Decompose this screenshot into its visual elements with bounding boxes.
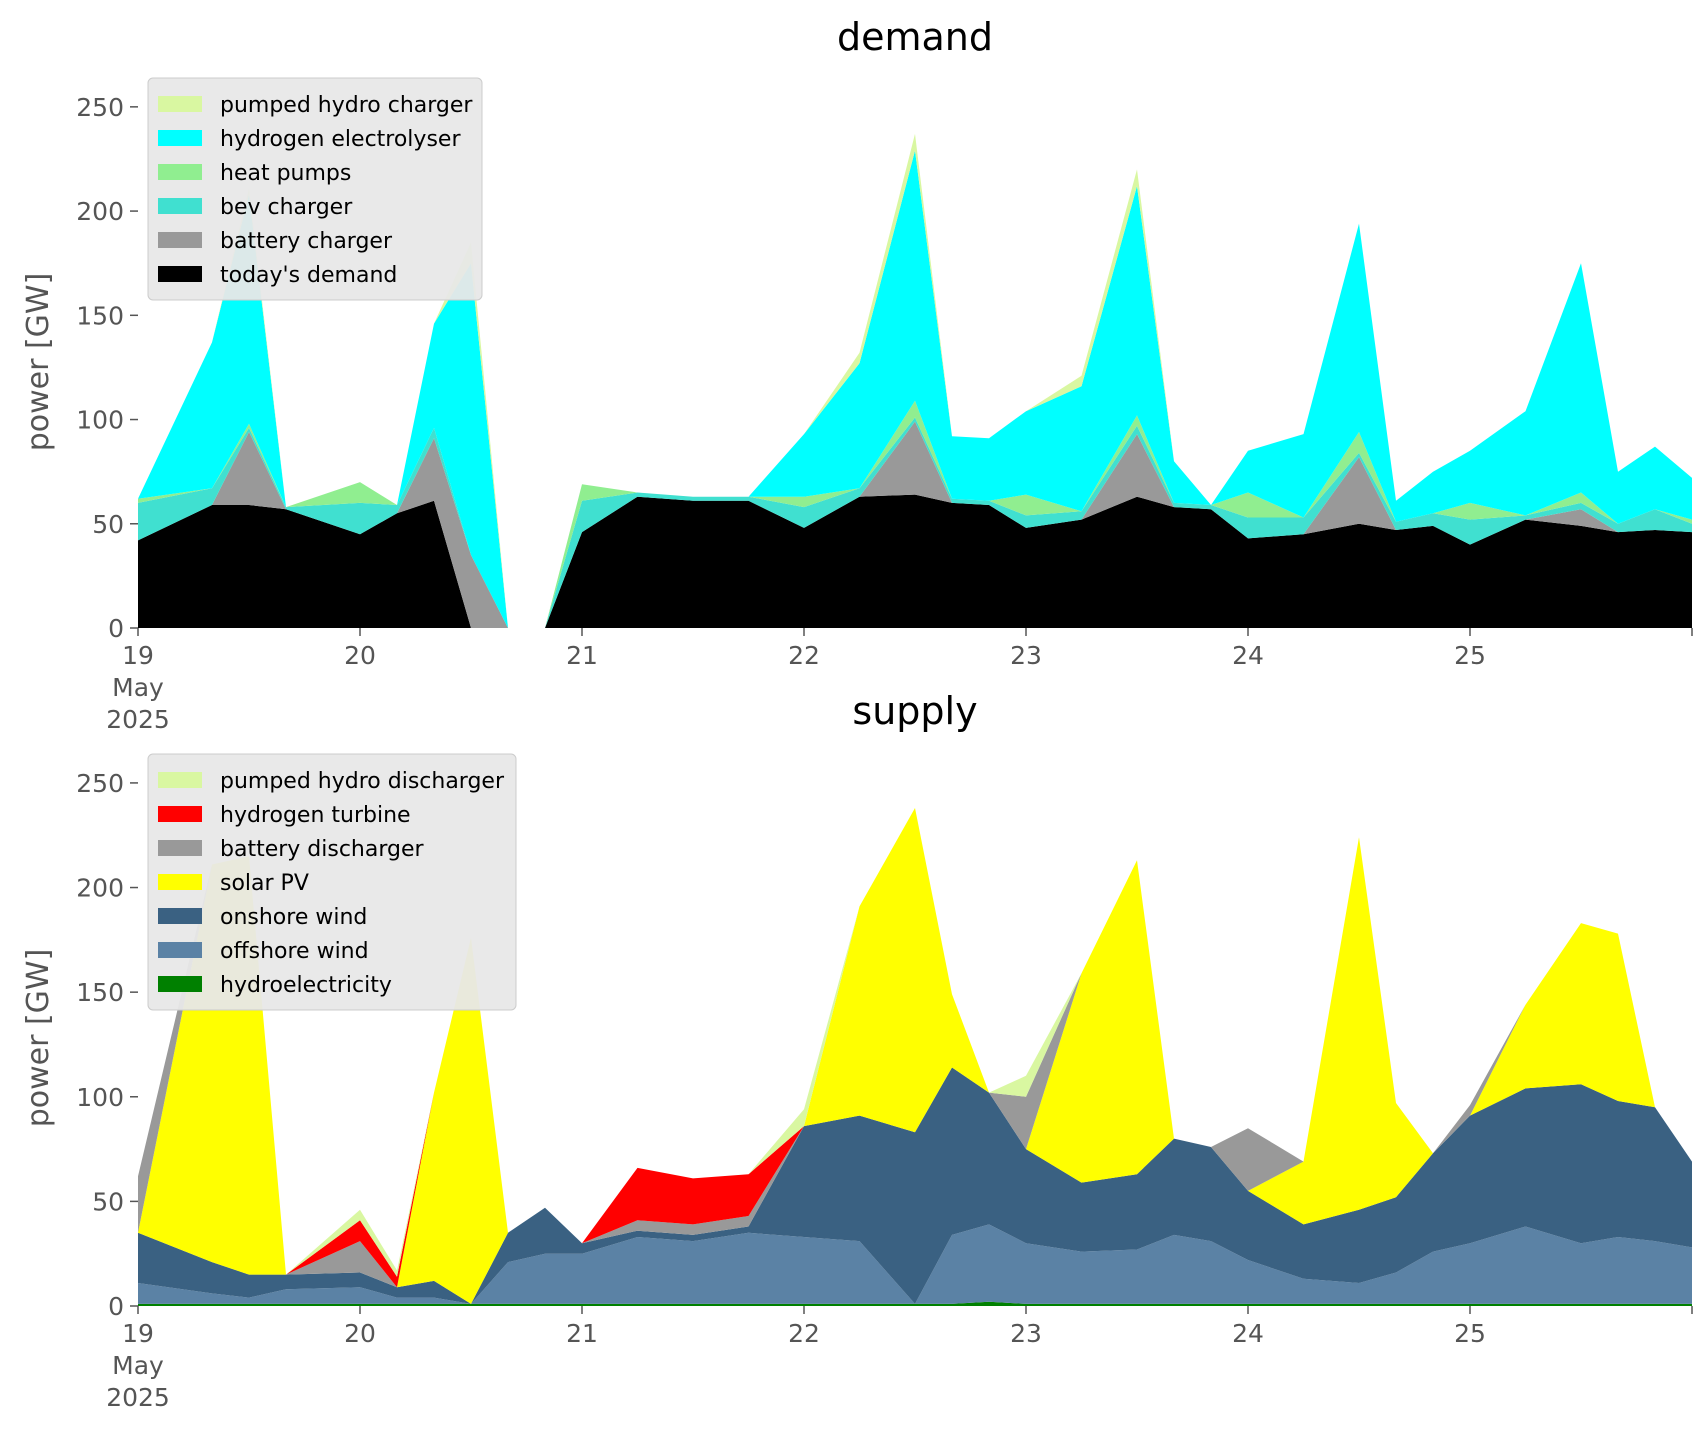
legend-label-solar-pv: solar PV — [220, 871, 309, 896]
x-tick-label: 20 — [344, 1319, 376, 1348]
legend-label-pumped-hydro-discharger: pumped hydro discharger — [220, 769, 505, 794]
area-hydrogen-electrolyser — [138, 150, 1692, 628]
x-tick-label: 22 — [788, 1319, 820, 1348]
x-tick-label: 2025 — [106, 705, 170, 734]
legend-swatch-hydrogen-electrolyser — [158, 130, 202, 146]
demand-title: demand — [837, 15, 993, 59]
area-solar-pv — [138, 808, 1692, 1304]
x-tick-label: May — [112, 673, 164, 702]
legend-swatch-hydroelectricity — [158, 976, 202, 992]
y-tick-label: 200 — [76, 874, 124, 903]
x-tick-label: 23 — [1010, 641, 1042, 670]
legend-swatch-today-s-demand — [158, 266, 202, 282]
legend-label-battery-discharger: battery discharger — [220, 837, 425, 862]
demand-axes: 0 50 100 150 200 250 19 May 2025 20 21 22 23 24 25 — [76, 93, 1693, 734]
legend-swatch-pumped-hydro-discharger — [158, 772, 202, 788]
y-tick-label: 0 — [108, 614, 124, 643]
legend-label-battery-charger: battery charger — [220, 229, 393, 254]
supply-legend: pumped hydro discharger hydrogen turbine b… — [147, 753, 517, 1011]
supply-title: supply — [852, 689, 977, 733]
area-offshore-wind — [138, 1224, 1692, 1304]
y-tick-label: 150 — [76, 978, 124, 1007]
legend-label-pumped-hydro-charger: pumped hydro charger — [220, 93, 473, 118]
legend-label-heat-pumps: heat pumps — [220, 161, 351, 186]
supply-areas — [138, 808, 1692, 1306]
area-onshore-wind — [138, 1067, 1692, 1304]
legend-swatch-pumped-hydro-charger — [158, 96, 202, 112]
y-tick-label: 150 — [76, 301, 124, 330]
demand-panel: demand power [GW] 0 50 100 150 200 250 19 May 20… — [21, 15, 1693, 734]
x-tick-label: 25 — [1454, 641, 1486, 670]
x-tick-label: May — [112, 1351, 164, 1380]
y-tick-label: 200 — [76, 197, 124, 226]
x-tick-label: 24 — [1232, 1319, 1264, 1348]
y-tick-label: 250 — [76, 93, 124, 122]
legend-swatch-onshore-wind — [158, 908, 202, 924]
legend-label-today-s-demand: today's demand — [220, 263, 397, 288]
x-tick-label: 21 — [566, 641, 598, 670]
legend-swatch-solar-pv — [158, 874, 202, 890]
x-tick-label: 19 — [122, 1319, 154, 1348]
y-tick-label: 50 — [92, 510, 124, 539]
y-tick-label: 250 — [76, 769, 124, 798]
legend-label-hydrogen-electrolyser: hydrogen electrolyser — [220, 127, 461, 152]
legend-swatch-bev-charger — [158, 198, 202, 214]
legend-label-hydroelectricity: hydroelectricity — [220, 973, 392, 998]
x-tick-label: 23 — [1010, 1319, 1042, 1348]
x-tick-label: 22 — [788, 641, 820, 670]
y-tick-label: 100 — [76, 1083, 124, 1112]
x-tick-label: 21 — [566, 1319, 598, 1348]
x-tick-label: 19 — [122, 641, 154, 670]
legend-swatch-heat-pumps — [158, 164, 202, 180]
legend-label-onshore-wind: onshore wind — [220, 905, 367, 930]
y-tick-label: 100 — [76, 406, 124, 435]
legend-label-bev-charger: bev charger — [220, 195, 353, 220]
legend-swatch-battery-charger — [158, 232, 202, 248]
supply-axes: 0 50 100 150 200 250 19 May 2025 20 21 22 23 24 25 — [76, 769, 1693, 1412]
area-battery-charger — [138, 421, 1692, 628]
x-tick-label: 2025 — [106, 1383, 170, 1412]
demand-legend: pumped hydro charger hydrogen electrolyse… — [147, 77, 483, 301]
supply-y-axis-label: power [GW] — [21, 949, 56, 1128]
demand-areas — [138, 133, 1692, 628]
legend-swatch-offshore-wind — [158, 942, 202, 958]
area-today-s-demand — [138, 494, 1692, 628]
supply-panel: supply power [GW] 0 50 100 150 200 250 19 May 20… — [21, 689, 1693, 1412]
y-tick-label: 50 — [92, 1187, 124, 1216]
y-tick-label: 0 — [108, 1292, 124, 1321]
legend-box — [147, 753, 517, 1011]
legend-label-hydrogen-turbine: hydrogen turbine — [220, 803, 411, 828]
legend-box — [147, 77, 483, 301]
x-tick-label: 24 — [1232, 641, 1264, 670]
x-tick-label: 25 — [1454, 1319, 1486, 1348]
legend-label-offshore-wind: offshore wind — [220, 939, 369, 964]
x-tick-label: 20 — [344, 641, 376, 670]
legend-swatch-hydrogen-turbine — [158, 806, 202, 822]
legend-swatch-battery-discharger — [158, 840, 202, 856]
demand-y-axis-label: power [GW] — [21, 273, 56, 452]
